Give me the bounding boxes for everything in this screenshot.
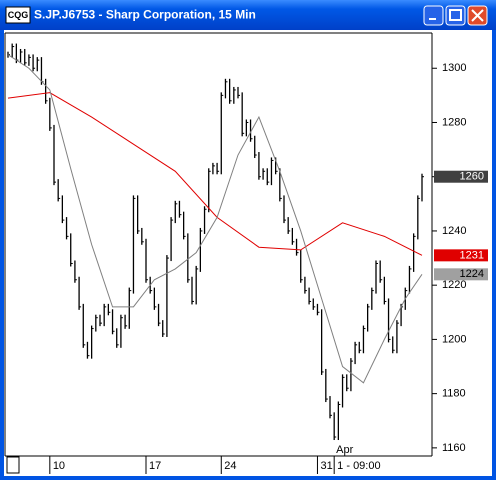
close-button[interactable] xyxy=(467,5,488,26)
price-tag xyxy=(434,170,488,183)
minimize-button[interactable] xyxy=(423,5,444,26)
y-tick-label: 1240 xyxy=(442,225,466,237)
price-tag xyxy=(434,268,488,281)
y-tick-label: 1220 xyxy=(442,279,466,291)
price-tag-label: 1231 xyxy=(460,249,484,261)
maximize-button[interactable] xyxy=(445,5,466,26)
x-tick-label: 17 xyxy=(149,460,161,472)
y-tick-label: 1200 xyxy=(442,333,466,345)
x-tick-label: 24 xyxy=(224,460,236,472)
price-tag-label: 1224 xyxy=(460,268,484,280)
price-tag-label: 1260 xyxy=(460,171,484,183)
icon-text: CQG xyxy=(8,10,29,20)
y-tick-label: 1160 xyxy=(442,442,466,454)
month-label: Apr xyxy=(336,444,353,456)
y-tick-label: 1180 xyxy=(442,388,466,400)
app-icon xyxy=(5,6,31,24)
scroll-box[interactable] xyxy=(6,456,20,474)
window-title: S.JP.J6753 - Sharp Corporation, 15 Min xyxy=(34,8,256,22)
chart-body xyxy=(4,30,492,476)
x-tick-label: 31 xyxy=(320,460,332,472)
y-tick-label: 1300 xyxy=(442,62,466,74)
price-tag xyxy=(434,249,488,262)
x-tick-label: 10 xyxy=(53,460,65,472)
y-tick-label: 1280 xyxy=(442,116,466,128)
x-tick-label: 1 - 09:00 xyxy=(337,460,380,472)
average-line xyxy=(7,54,423,384)
title-bar xyxy=(0,0,496,30)
